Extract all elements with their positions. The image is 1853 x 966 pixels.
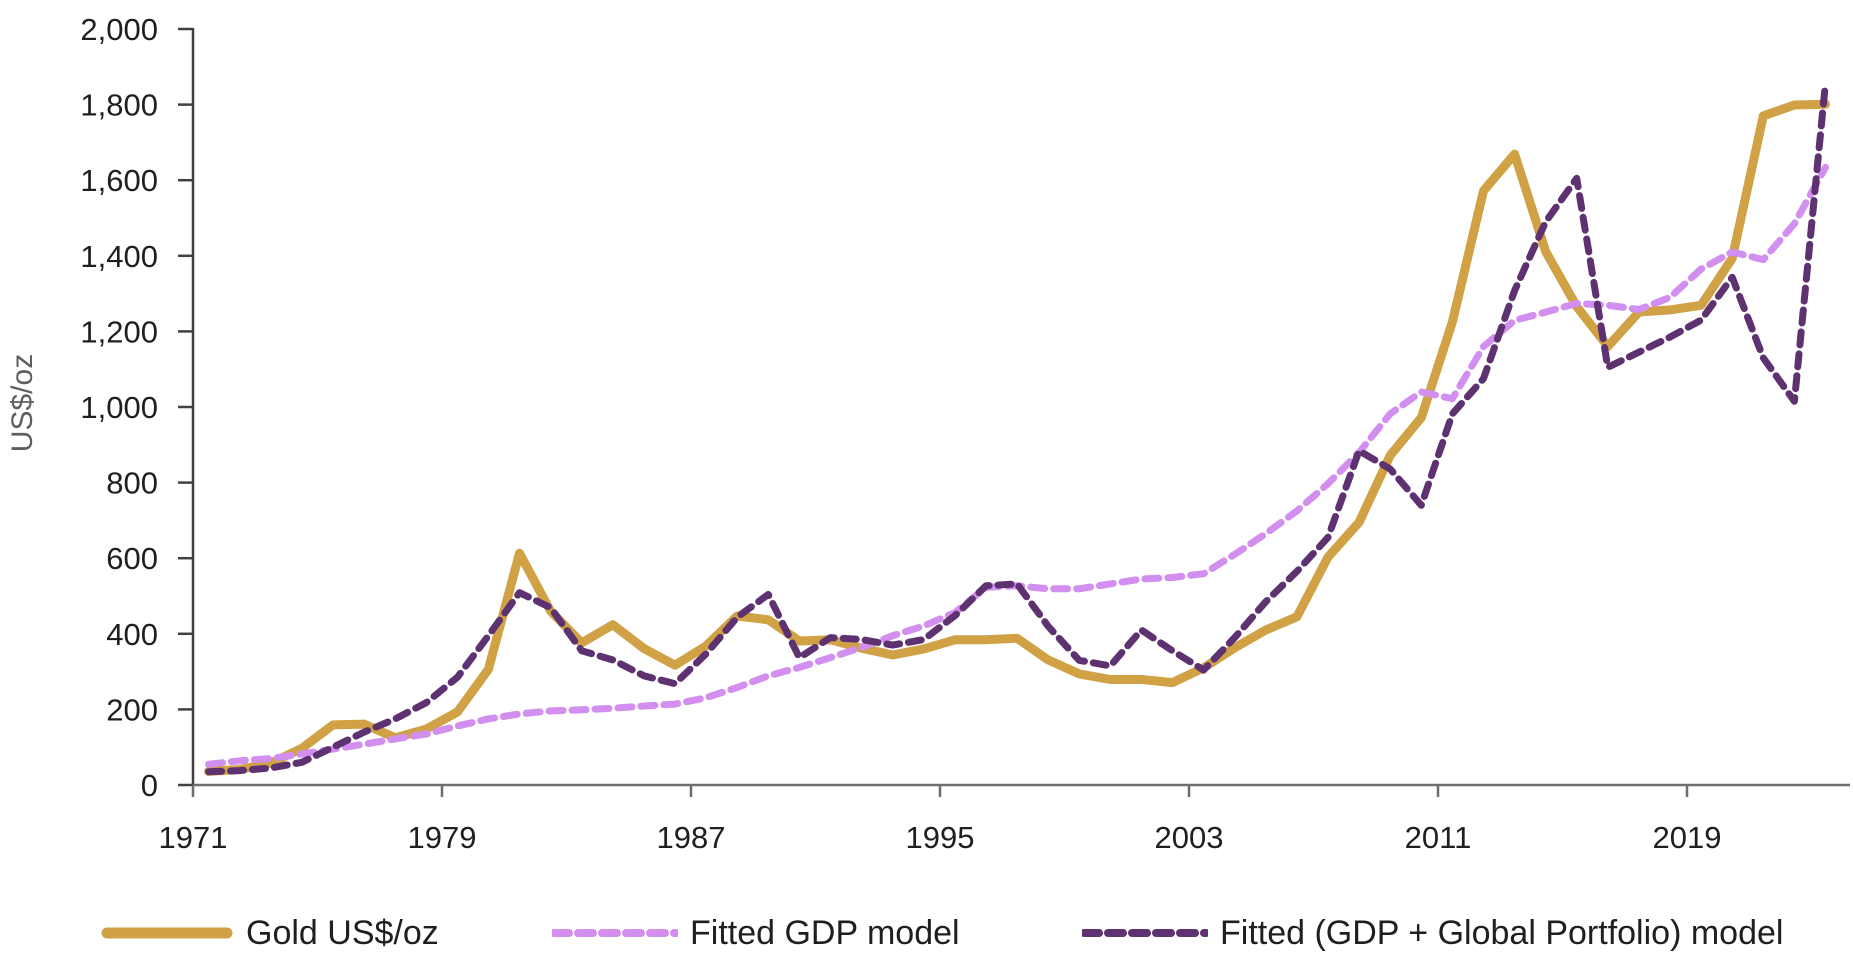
x-tick-label: 1995 bbox=[906, 820, 975, 855]
legend-label-gdp-portfolio-model: Fitted (GDP + Global Portfolio) model bbox=[1220, 913, 1784, 952]
y-axis-ticks: 0 200 400 600 800 1,000 1,200 1,400 1,600 1,800 2,… bbox=[80, 12, 193, 803]
y-tick-label: 1,600 bbox=[80, 163, 158, 198]
series-lines bbox=[204, 79, 1830, 776]
x-axis-ticks: 1971 1979 1987 1995 2003 2011 2019 bbox=[159, 785, 1722, 855]
series-line-2 bbox=[205, 79, 1829, 776]
x-tick-label: 1979 bbox=[408, 820, 477, 855]
x-tick-label: 1987 bbox=[657, 820, 726, 855]
y-tick-label: 200 bbox=[106, 692, 158, 727]
chart-legend: Gold US$/oz Fitted GDP model Fitted (GDP… bbox=[0, 908, 1853, 958]
chart-svg: 0 200 400 600 800 1,000 1,200 1,400 1,600 1,800 2,… bbox=[6, 12, 1850, 855]
y-tick-label: 400 bbox=[106, 617, 158, 652]
y-tick-label: 800 bbox=[106, 466, 158, 501]
x-tick-label: 2019 bbox=[1653, 820, 1722, 855]
x-tick-label: 2003 bbox=[1155, 820, 1224, 855]
y-tick-label: 0 bbox=[141, 768, 158, 803]
legend-item-gdp-portfolio-model: Fitted (GDP + Global Portfolio) model bbox=[1082, 908, 1783, 958]
legend-label-gdp-model: Fitted GDP model bbox=[690, 913, 960, 952]
x-tick-label: 1971 bbox=[159, 820, 228, 855]
y-tick-label: 2,000 bbox=[80, 12, 158, 47]
gdp-portfolio-model-dashed-swatch-icon bbox=[1082, 929, 1208, 937]
legend-label-gold: Gold US$/oz bbox=[246, 913, 439, 952]
y-tick-label: 1,200 bbox=[80, 314, 158, 349]
y-tick-label: 600 bbox=[106, 541, 158, 576]
y-axis-title: US$/oz bbox=[6, 354, 39, 452]
legend-item-gold: Gold US$/oz bbox=[100, 908, 439, 958]
y-tick-label: 1,800 bbox=[80, 88, 158, 123]
gold-line-swatch-icon bbox=[101, 927, 233, 939]
series-line-0 bbox=[204, 99, 1830, 776]
legend-item-gdp-model: Fitted GDP model bbox=[552, 908, 960, 958]
y-tick-label: 1,400 bbox=[80, 239, 158, 274]
x-tick-label: 2011 bbox=[1405, 820, 1472, 855]
y-tick-label: 1,000 bbox=[80, 390, 158, 425]
gdp-model-dashed-swatch-icon bbox=[552, 929, 678, 937]
series-line-1 bbox=[205, 163, 1829, 768]
